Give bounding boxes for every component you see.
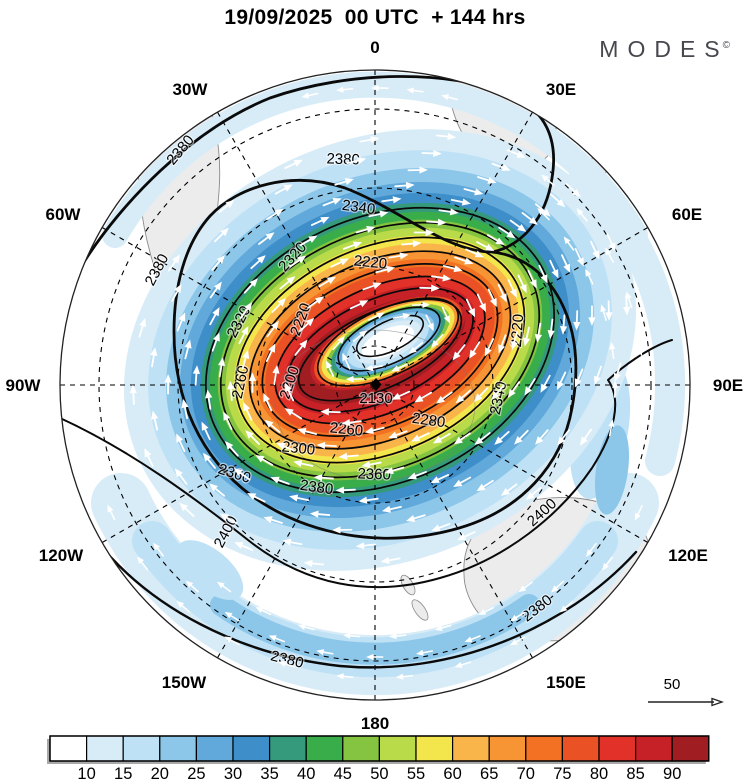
- svg-text:70: 70: [517, 765, 535, 782]
- map-boundary-circle: [59, 69, 691, 701]
- svg-text:2380: 2380: [326, 150, 360, 168]
- svg-text:25: 25: [187, 765, 205, 782]
- svg-text:55: 55: [407, 765, 425, 782]
- modes-logo: MODES©: [599, 36, 736, 63]
- svg-text:2300: 2300: [281, 438, 316, 458]
- longitude-labels: 0 30E 60E 90E 120E 150E 180 150W 120W 90W 60W 30W: [6, 38, 744, 733]
- svg-text:30W: 30W: [173, 80, 209, 99]
- svg-text:50: 50: [664, 676, 681, 693]
- svg-text:60: 60: [443, 765, 461, 782]
- svg-text:90: 90: [663, 765, 681, 782]
- modes-logo-text: MODES: [599, 36, 729, 62]
- svg-text:90W: 90W: [6, 376, 42, 395]
- svg-text:35: 35: [260, 765, 278, 782]
- svg-text:50: 50: [370, 765, 388, 782]
- svg-text:120W: 120W: [39, 546, 84, 565]
- svg-text:2380: 2380: [299, 477, 334, 498]
- svg-text:2220: 2220: [353, 252, 388, 272]
- svg-text:45: 45: [334, 765, 352, 782]
- colorbar-tick-labels: 10 15 20 25 30 35 40 45 50 55 60 65 70 75 80 85 90: [77, 765, 681, 782]
- svg-text:2340: 2340: [341, 197, 376, 218]
- svg-text:85: 85: [626, 765, 644, 782]
- colorbar: [47, 735, 710, 764]
- svg-text:30: 30: [224, 765, 242, 782]
- svg-text:60W: 60W: [46, 205, 82, 224]
- svg-text:10: 10: [77, 765, 95, 782]
- svg-text:20: 20: [151, 765, 169, 782]
- svg-text:120E: 120E: [668, 546, 708, 565]
- svg-text:75: 75: [553, 765, 571, 782]
- svg-text:180: 180: [361, 714, 389, 733]
- svg-text:2280: 2280: [411, 410, 446, 431]
- svg-text:90E: 90E: [713, 376, 743, 395]
- svg-text:65: 65: [480, 765, 498, 782]
- svg-text:2360: 2360: [357, 465, 391, 483]
- svg-text:60E: 60E: [672, 205, 702, 224]
- pole-marker: [370, 378, 382, 391]
- svg-text:2130: 2130: [359, 390, 392, 407]
- svg-text:30E: 30E: [546, 80, 576, 99]
- svg-text:150E: 150E: [546, 673, 586, 692]
- svg-text:80: 80: [590, 765, 608, 782]
- svg-text:0: 0: [370, 38, 379, 57]
- svg-text:150W: 150W: [162, 673, 207, 692]
- svg-text:2260: 2260: [329, 419, 364, 439]
- wind-arrows: [107, 84, 646, 680]
- copyright-mark: ©: [722, 40, 730, 51]
- wind-reference-arrow: 50: [648, 676, 724, 707]
- svg-text:40: 40: [297, 765, 315, 782]
- svg-text:15: 15: [114, 765, 132, 782]
